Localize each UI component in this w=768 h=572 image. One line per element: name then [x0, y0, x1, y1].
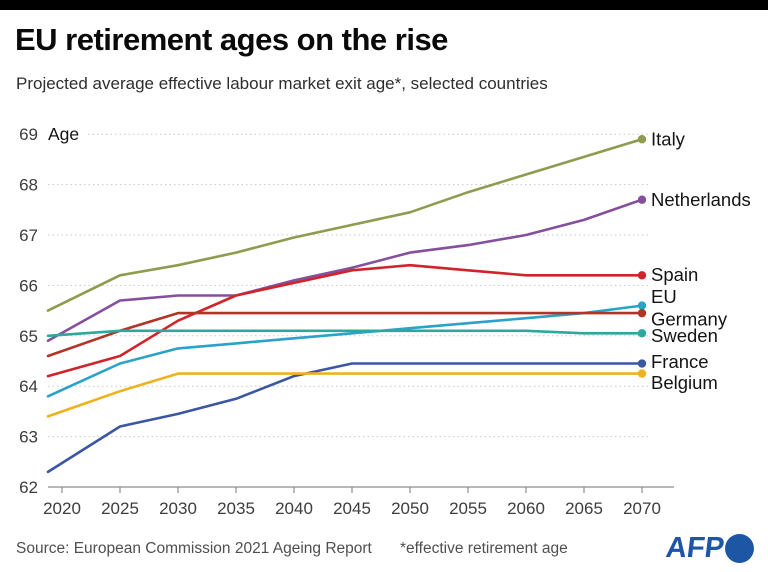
x-axis-tick-label: 2070: [623, 499, 661, 518]
x-axis-tick-label: 2055: [449, 499, 487, 518]
y-axis-tick-label: 68: [19, 176, 38, 195]
series-label-italy: Italy: [651, 129, 686, 150]
series-line-netherlands: [46, 198, 644, 343]
series-line-italy: [46, 137, 644, 312]
afp-logo-text: AFP: [664, 532, 727, 564]
series-end-dot-spain: [637, 271, 647, 280]
x-axis-tick-label: 2050: [391, 499, 429, 518]
series-end-dot-netherlands: [637, 195, 647, 204]
x-axis-tick-label: 2060: [507, 499, 545, 518]
line-chart: 62 63 64 65 66 67 68 69 Age 2020 2025 2030 2035 2040 2…: [19, 124, 751, 518]
y-axis-tick-label: 65: [19, 327, 38, 346]
series-label-sweden: Sweden: [651, 325, 718, 346]
series-end-dot-germany: [637, 308, 647, 318]
y-axis-unit-label: Age: [48, 124, 79, 144]
series-line-france: [46, 362, 644, 474]
y-axis-tick-label: 62: [19, 478, 38, 497]
x-axis-tick-label: 2035: [217, 499, 255, 518]
top-black-bar: [0, 0, 768, 10]
series-label-spain: Spain: [651, 264, 698, 285]
series-end-dot-italy: [637, 135, 647, 144]
series-line-belgium: [46, 372, 644, 418]
series-end-dot-sweden: [637, 329, 647, 338]
series-label-belgium: Belgium: [651, 372, 718, 393]
afp-logo-circle-icon: [725, 534, 754, 563]
series-end-dot-france: [637, 359, 647, 368]
series-label-germany: Germany: [651, 309, 728, 330]
series-label-eu: EU: [651, 286, 677, 307]
series-end-dot-eu: [637, 301, 647, 310]
afp-logo: AFP: [664, 532, 754, 565]
chart-subtitle: Projected average effective labour marke…: [16, 74, 548, 93]
x-axis-tick-label: 2020: [43, 499, 81, 518]
series-line-spain: [46, 263, 644, 378]
y-axis-tick-label: 67: [19, 226, 38, 245]
footnote-text: *effective retirement age: [400, 540, 568, 557]
x-axis-tick-label: 2065: [565, 499, 603, 518]
x-axis-tick-label: 2030: [159, 499, 197, 518]
x-axis-tick-label: 2045: [333, 499, 371, 518]
footer: Source: European Commission 2021 Ageing …: [0, 532, 768, 572]
series-line-sweden: [46, 329, 644, 338]
x-axis-tick-label: 2040: [275, 499, 313, 518]
page-title: EU retirement ages on the rise: [15, 22, 448, 57]
y-axis-tick-label: 69: [19, 125, 38, 144]
y-axis-tick-label: 66: [19, 276, 38, 295]
source-text: Source: European Commission 2021 Ageing …: [16, 540, 372, 557]
series-line-eu: [46, 304, 644, 398]
y-axis-tick-label: 64: [19, 377, 38, 396]
series-label-france: France: [651, 351, 709, 372]
series-line-germany: [46, 311, 644, 358]
series-end-dot-belgium: [637, 369, 647, 378]
series-label-netherlands: Netherlands: [651, 189, 751, 210]
x-axis-tick-label: 2025: [101, 499, 139, 518]
y-axis-tick-label: 63: [19, 428, 38, 447]
